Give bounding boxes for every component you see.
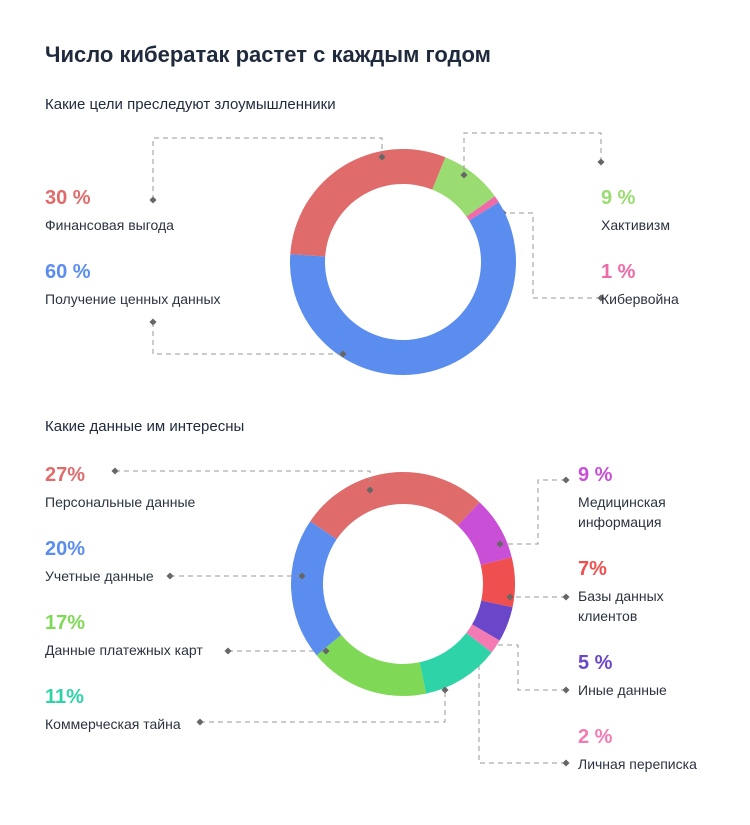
connector-dot <box>562 759 570 767</box>
connector-dot <box>460 171 468 179</box>
category-label: Базы данных клиентов <box>578 588 664 624</box>
category-label: Финансовая выгода <box>45 217 174 233</box>
category-label: Хактивизм <box>601 217 670 233</box>
connector-dot <box>322 647 330 655</box>
value-label: 11% <box>45 686 84 708</box>
connector-dot <box>298 572 306 580</box>
connector <box>471 649 566 764</box>
connector-dot <box>149 196 157 204</box>
value-label: 1 % <box>601 261 636 283</box>
value-label: 5 % <box>578 652 613 674</box>
connector-dot <box>339 350 347 358</box>
connector-dot <box>496 540 504 548</box>
connector-dot <box>597 158 605 166</box>
category-label: Иные данные <box>578 682 667 698</box>
connector-dot <box>366 486 374 494</box>
donut-slice <box>310 472 480 540</box>
connector-dot <box>597 294 605 302</box>
value-label: 60 % <box>45 261 91 283</box>
donut-slice <box>457 502 512 565</box>
value-label: 7% <box>578 558 607 580</box>
category-label: Данные платежных карт <box>45 642 203 658</box>
connector-dot <box>441 686 449 694</box>
donut-slice <box>432 157 495 217</box>
donut-slice <box>466 196 499 221</box>
donut-slice <box>316 634 427 696</box>
category-label: Кибервойна <box>601 291 679 307</box>
chart-title: Какие цели преследуют злоумышленники <box>45 96 336 113</box>
category-label: Учетные данные <box>45 568 154 584</box>
connector <box>200 690 446 723</box>
connector <box>500 479 566 545</box>
connector-dot <box>562 476 570 484</box>
value-label: 30 % <box>45 187 91 209</box>
connector-dot <box>506 593 514 601</box>
category-label: Получение ценных данных <box>45 291 221 307</box>
category-label: Персональные данные <box>45 494 196 510</box>
connector-dot <box>196 718 204 726</box>
value-label: 9 % <box>601 187 636 209</box>
connector-dot <box>166 572 174 580</box>
connector-dot <box>562 593 570 601</box>
value-label: 20% <box>45 538 86 560</box>
value-label: 17% <box>45 612 86 634</box>
connector <box>503 212 601 299</box>
donut-slice <box>472 600 513 641</box>
connector-dot <box>111 467 119 475</box>
category-label: Коммерческая тайна <box>45 716 181 732</box>
connector <box>115 470 371 490</box>
connector-dot <box>224 647 232 655</box>
donut-slice <box>290 148 446 257</box>
connector-dot <box>562 686 570 694</box>
chart-title: Какие данные им интересны <box>45 418 245 435</box>
connector <box>152 322 343 355</box>
donut-slice <box>290 202 516 376</box>
connector <box>487 644 566 691</box>
value-label: 27% <box>45 464 86 486</box>
connector-dot <box>149 318 157 326</box>
connector <box>152 137 383 200</box>
donut-slice <box>291 521 342 656</box>
page-title: Число кибератак растет с каждым годом <box>45 42 491 67</box>
donut-slice <box>480 557 515 608</box>
value-label: 2 % <box>578 726 613 748</box>
category-label: Личная переписка <box>578 756 697 772</box>
connector-dot <box>378 153 386 161</box>
connector <box>463 132 602 175</box>
donut-slice <box>419 632 492 694</box>
category-label: Медицинская информация <box>578 494 666 530</box>
donut-slice <box>466 624 500 653</box>
value-label: 9 % <box>578 464 613 486</box>
